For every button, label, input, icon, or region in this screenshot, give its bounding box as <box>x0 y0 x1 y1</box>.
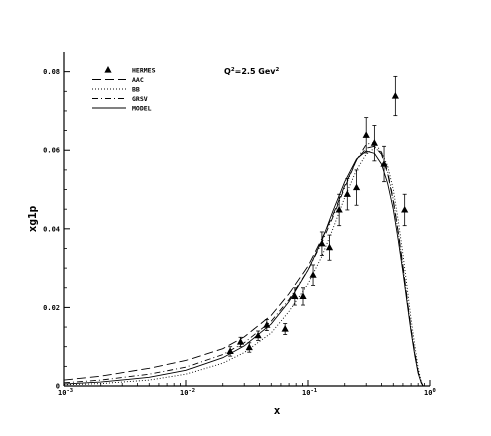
series-model-line <box>63 150 424 387</box>
x-tick-label: 10-1 <box>302 388 318 397</box>
y-tick-label: 0.02 <box>43 304 60 312</box>
x-axis-title: x <box>274 404 281 417</box>
y-axis-title: xg1p <box>26 205 39 232</box>
series-grsv-line <box>63 141 424 387</box>
legend-marker-triangle <box>104 66 112 73</box>
x-tick-label: 10-2 <box>180 388 195 397</box>
y-ticks: 0 0.02 0.04 0.06 0.08 <box>43 68 70 391</box>
legend-label-model: MODEL <box>132 105 152 113</box>
hermes-data-point <box>236 337 245 345</box>
hermes-data-point <box>325 243 334 251</box>
curves <box>63 141 424 387</box>
hermes-data-point <box>254 331 262 339</box>
hermes-data-point <box>362 131 370 138</box>
hermes-data-point <box>245 343 253 351</box>
hermes-data-point <box>370 139 378 146</box>
hermes-data-point <box>291 292 299 300</box>
hermes-data-point <box>281 325 289 332</box>
hermes-data-point <box>343 190 351 197</box>
hermes-data-point <box>335 205 343 213</box>
legend-label-aac: AAC <box>132 76 144 84</box>
legend-label-hermes: HERMES <box>132 67 156 75</box>
axes <box>63 52 430 387</box>
hermes-data-point <box>318 239 326 247</box>
series-bb-line <box>63 147 424 387</box>
data-points <box>226 75 409 357</box>
series-aac-line <box>63 145 424 387</box>
y-tick-label: 0.06 <box>43 147 60 155</box>
hermes-data-point <box>226 347 234 355</box>
y-tick-label: 0.08 <box>43 68 60 76</box>
y-tick-label: 0.04 <box>43 225 60 233</box>
hermes-data-point <box>352 183 361 191</box>
legend-label-grsv: GRSV <box>132 95 148 103</box>
hermes-data-point <box>380 159 388 167</box>
hermes-data-point <box>299 292 307 300</box>
legend-label-bb: BB <box>132 86 140 94</box>
hermes-data-point <box>391 92 399 99</box>
hermes-data-point <box>263 321 271 328</box>
x-tick-label: 100 <box>424 388 436 397</box>
y-tick-label: 0 <box>56 383 60 391</box>
q2-annotation: Q2=2.5 Gev2 <box>224 67 280 76</box>
x-tick-label: 10-3 <box>58 388 73 397</box>
hermes-data-point <box>401 205 409 213</box>
x-ticks: 10-3 10-2 10-1 100 <box>58 380 436 397</box>
hermes-data-point <box>309 271 317 278</box>
